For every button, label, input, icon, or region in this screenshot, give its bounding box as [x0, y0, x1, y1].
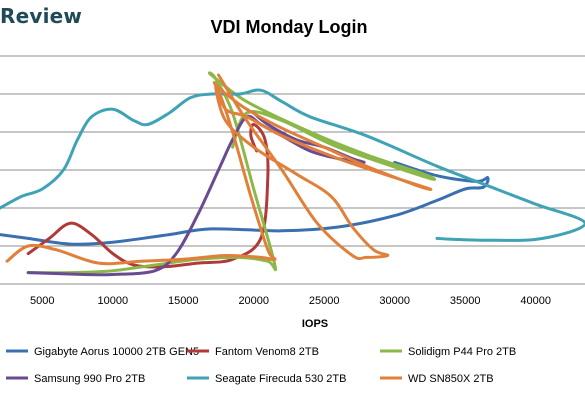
gridlines [0, 55, 585, 247]
series-lines [0, 71, 585, 277]
legend-label: Solidigm P44 Pro 2TB [408, 346, 516, 358]
series-line-6 [5, 73, 433, 266]
legend-label: Gigabyte Aorus 10000 2TB GEN5 [34, 346, 199, 358]
brand-logo-text: Review [0, 4, 83, 28]
x-tick-label: 35000 [450, 295, 481, 307]
series-line-2 [26, 122, 270, 269]
x-tick-label: 20000 [238, 295, 269, 307]
x-tick-label: 25000 [309, 295, 340, 307]
chart-title: VDI Monday Login [211, 17, 368, 37]
x-tick-label: 5000 [30, 295, 54, 307]
x-tick-label: 15000 [168, 295, 199, 307]
series-line-1 [0, 160, 490, 246]
series-line-5 [0, 88, 585, 242]
x-axis-label: IOPS [302, 318, 328, 330]
x-tick-label: 10000 [97, 295, 128, 307]
legend-label: Seagate Firecuda 530 2TB [215, 373, 346, 385]
x-tick-label: 40000 [520, 295, 551, 307]
legend-label: Fantom Venom8 2TB [215, 346, 319, 358]
series-line-3 [26, 71, 437, 275]
legend-label: Samsung 990 Pro 2TB [34, 373, 145, 385]
x-tick-label: 30000 [379, 295, 410, 307]
x-axis-ticks: 5000 10000 15000 20000 25000 30000 35000 40000 [30, 295, 551, 307]
legend: Gigabyte Aorus 10000 2TB GEN5 Fantom Veno… [6, 346, 516, 385]
legend-label: WD SN850X 2TB [408, 373, 494, 385]
